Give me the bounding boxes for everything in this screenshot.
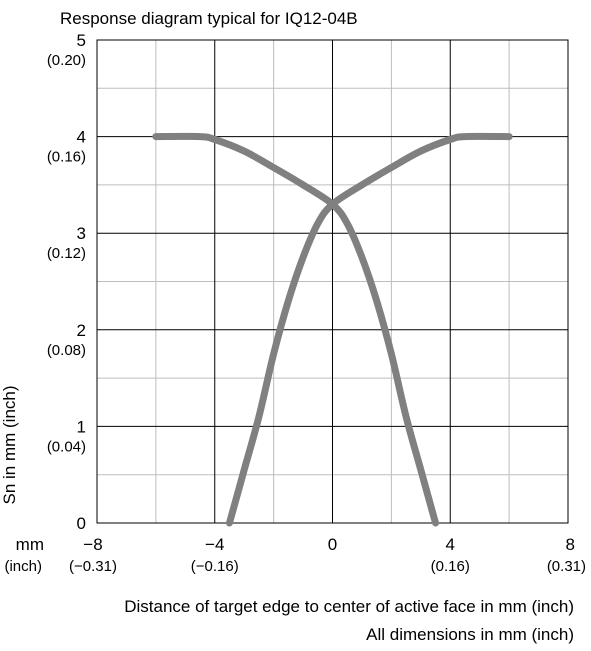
response-curve-1: [152, 132, 440, 527]
x-axis-label: Distance of target edge to center of act…: [124, 597, 574, 616]
y-tick-sub-label: (0.16): [47, 149, 86, 166]
plot-frame: [96, 39, 569, 524]
x-tick-sub-label: (−0.31): [69, 558, 117, 575]
y-tick-sub-label: (0.12): [47, 245, 86, 262]
y-tick-label: 4: [77, 128, 86, 147]
footnote: All dimensions in mm (inch): [366, 625, 574, 644]
y-tick-label: 5: [77, 31, 86, 50]
x-tick-labels: −8 (−0.31) −4 (−0.16) 0 4 (0.16) 8 (0.31): [69, 535, 586, 575]
y-tick-sub-label: (0.04): [47, 438, 86, 455]
x-tick-label: 8: [566, 535, 575, 554]
y-tick-label: 2: [77, 321, 86, 340]
y-tick-label: 3: [77, 224, 86, 243]
x-tick-label: −8: [83, 535, 102, 554]
y-tick-sub-label: (0.20): [47, 52, 86, 69]
y-axis-label: Sn in mm (inch): [0, 385, 19, 504]
x-tick-label: 0: [328, 535, 337, 554]
y-tick-label: 0: [77, 514, 86, 533]
x-tick-sub-label: (−0.16): [191, 558, 239, 575]
x-tick-sub-label: (0.31): [547, 558, 586, 575]
x-unit-label: mm: [16, 535, 44, 554]
response-curves: [152, 132, 513, 527]
response-curve-2: [225, 132, 513, 527]
x-tick-label: 4: [446, 535, 455, 554]
y-tick-label: 1: [77, 417, 86, 436]
y-tick-sub-label: (0.08): [47, 342, 86, 359]
chart-title: Response diagram typical for IQ12-04B: [60, 9, 358, 28]
x-tick-sub-label: (0.16): [431, 558, 470, 575]
x-tick-label: −4: [205, 535, 224, 554]
y-tick-labels: 0 1 (0.04) 2 (0.08) 3 (0.12) 4 (0.16) 5 (0.20): [47, 31, 86, 533]
x-unit-sub-label: (inch): [4, 558, 42, 575]
